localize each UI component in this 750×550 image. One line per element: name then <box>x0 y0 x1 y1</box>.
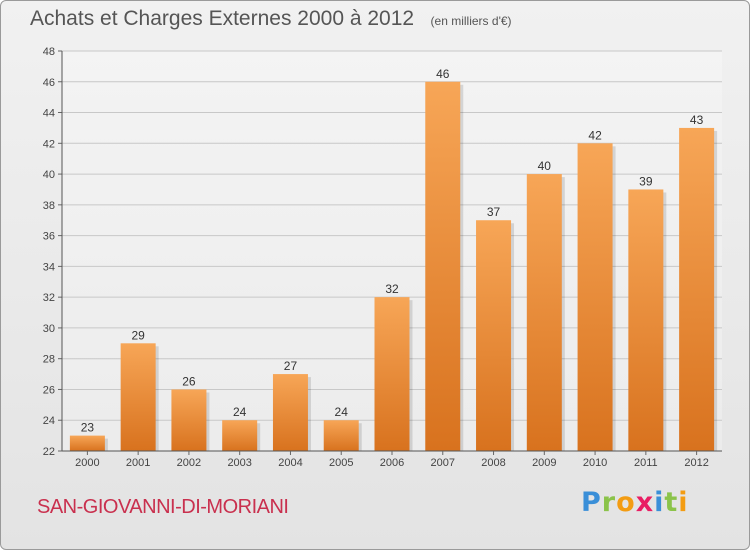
data-label: 29 <box>131 328 145 342</box>
bar <box>526 174 562 452</box>
bar <box>628 189 664 451</box>
data-label: 24 <box>233 405 247 419</box>
data-label: 37 <box>487 205 501 219</box>
data-label: 32 <box>385 282 399 296</box>
brand-letter: r <box>601 487 617 518</box>
data-label: 40 <box>538 159 552 173</box>
y-tick-label: 22 <box>43 446 55 458</box>
y-tick-label: 44 <box>43 108 55 120</box>
bar <box>69 435 105 451</box>
bar <box>323 420 359 451</box>
bar <box>222 420 258 451</box>
brand-letter: P <box>581 487 602 518</box>
bar <box>171 389 207 451</box>
bar <box>577 143 613 452</box>
y-tick-label: 30 <box>43 323 55 335</box>
data-label: 46 <box>436 67 450 81</box>
bar <box>476 220 512 451</box>
title-row: Achats et Charges Externes 2000 à 2012 (… <box>30 7 512 31</box>
x-tick-label: 2003 <box>227 457 251 469</box>
x-tick-label: 2000 <box>75 457 99 469</box>
x-tick-label: 2006 <box>380 457 404 469</box>
data-label: 23 <box>81 421 95 435</box>
y-tick-label: 42 <box>43 138 55 150</box>
y-tick-label: 32 <box>43 292 55 304</box>
x-tick-label: 2009 <box>532 457 556 469</box>
x-tick-label: 2004 <box>278 457 302 469</box>
data-label: 27 <box>284 359 298 373</box>
x-tick-label: 2001 <box>126 457 150 469</box>
chart-subtitle: (en milliers d'€) <box>430 14 512 28</box>
bar <box>374 297 410 451</box>
y-tick-label: 40 <box>43 169 55 181</box>
y-tick-label: 36 <box>43 231 55 243</box>
x-tick-label: 2008 <box>481 457 505 469</box>
data-label: 26 <box>182 374 196 388</box>
bar <box>679 127 715 451</box>
data-label: 43 <box>690 113 704 127</box>
x-tick-label: 2011 <box>634 457 658 469</box>
x-tick-label: 2012 <box>684 457 708 469</box>
bar <box>272 374 308 451</box>
y-tick-label: 26 <box>43 384 55 396</box>
brand-letter: x <box>635 487 655 518</box>
x-tick-label: 2010 <box>583 457 607 469</box>
city-name: SAN-GIOVANNI-DI-MORIANI <box>37 496 289 518</box>
x-tick-label: 2005 <box>329 457 353 469</box>
x-tick-label: 2002 <box>177 457 201 469</box>
y-tick-label: 46 <box>43 77 55 89</box>
data-label: 39 <box>639 174 653 188</box>
data-label: 24 <box>335 405 349 419</box>
y-tick-label: 48 <box>43 46 55 58</box>
brand-letter: i <box>654 487 665 518</box>
brand-letter: i <box>678 487 689 518</box>
x-tick-label: 2007 <box>431 457 455 469</box>
brand-logo: Proxiti <box>581 487 689 518</box>
y-tick-label: 38 <box>43 200 55 212</box>
bar <box>425 81 461 452</box>
data-label: 42 <box>588 128 602 142</box>
y-tick-label: 28 <box>43 354 55 366</box>
bar <box>120 343 156 451</box>
chart-title: Achats et Charges Externes 2000 à 2012 <box>30 7 415 30</box>
brand-letter: t <box>664 487 679 518</box>
y-tick-label: 24 <box>43 415 55 427</box>
y-tick-label: 34 <box>43 261 55 273</box>
brand-letter: o <box>616 487 636 518</box>
